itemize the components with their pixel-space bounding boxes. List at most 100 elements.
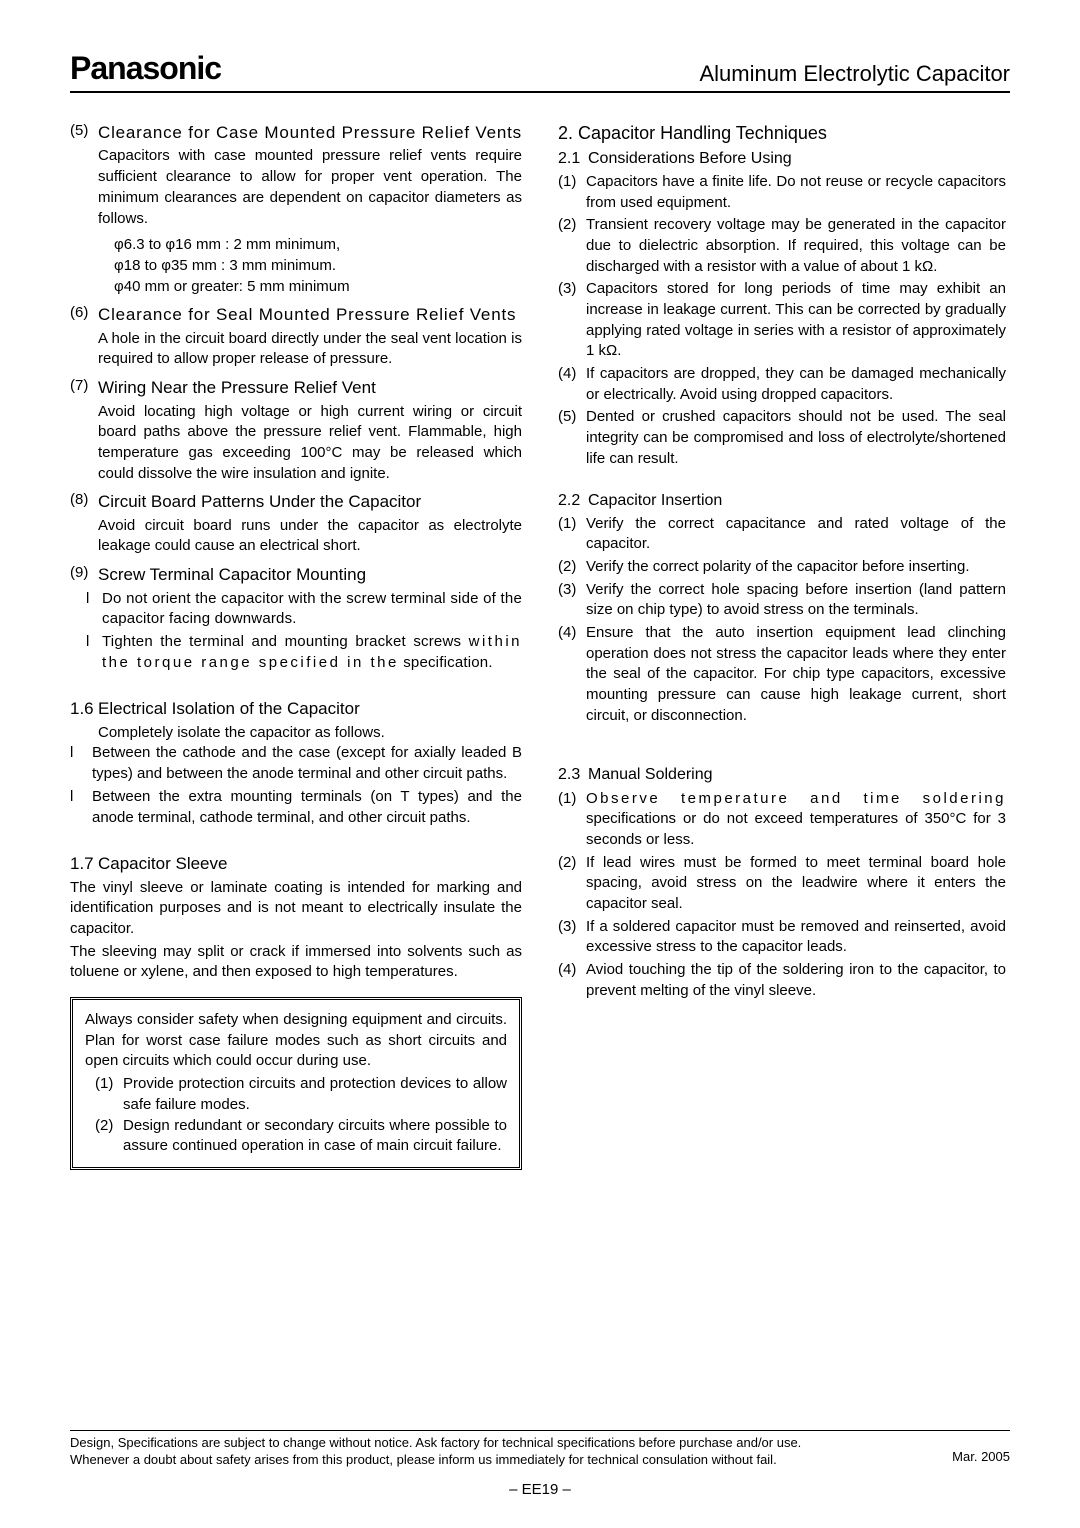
item-2-3-2: (2) If lead wires must be formed to meet… xyxy=(558,853,1010,915)
item-num: (4) xyxy=(558,623,586,726)
section-1-6-intro: Completely isolate the capacitor as foll… xyxy=(70,723,522,744)
item-text-b: specifications or do not exceed temperat… xyxy=(586,810,1006,848)
item-text: If a soldered capacitor must be removed … xyxy=(586,917,1010,958)
item-2-1-5: (5) Dented or crushed capacitors should … xyxy=(558,407,1010,469)
section-2-1-num: 2.1 xyxy=(558,148,588,170)
section-2-num: 2. xyxy=(558,123,573,143)
section-7-num: (7) xyxy=(70,376,98,399)
item-num: (4) xyxy=(558,364,586,405)
item-num: (3) xyxy=(558,917,586,958)
safety-box: Always consider safety when designing eq… xyxy=(70,997,522,1170)
document-title: Aluminum Electrolytic Capacitor xyxy=(699,61,1010,87)
clearance-1: φ6.3 to φ16 mm : 2 mm minimum, xyxy=(114,235,522,256)
footer-line-2: Whenever a doubt about safety arises fro… xyxy=(70,1452,777,1467)
section-7-body: Avoid locating high voltage or high curr… xyxy=(70,402,522,485)
footer-line: Design, Specifications are subject to ch… xyxy=(70,1430,1010,1469)
section-2-3-num: 2.3 xyxy=(558,764,588,786)
section-2-2-heading: 2.2 Capacitor Insertion xyxy=(558,490,1010,512)
section-6-heading: (6) Clearance for Seal Mounted Pressure … xyxy=(70,303,522,326)
list-marker: l xyxy=(70,743,92,784)
section-1-6-title: Electrical Isolation of the Capacitor xyxy=(98,697,360,720)
bullet-text: Tighten the terminal and mounting bracke… xyxy=(102,632,522,673)
item-text: Verify the correct capacitance and rated… xyxy=(586,514,1010,555)
item-num: (5) xyxy=(558,407,586,469)
item-2-2-4: (4) Ensure that the auto insertion equip… xyxy=(558,623,1010,726)
item-text-a: Observe temperature and time soldering xyxy=(586,790,1006,807)
bullet-text: Do not orient the capacitor with the scr… xyxy=(102,589,522,630)
section-2-title: Capacitor Handling Techniques xyxy=(578,123,827,143)
clearance-3: φ40 mm or greater: 5 mm minimum xyxy=(114,277,522,298)
section-8-title: Circuit Board Patterns Under the Capacit… xyxy=(98,490,421,513)
item-2-2-3: (3) Verify the correct hole spacing befo… xyxy=(558,580,1010,621)
item-text: Transient recovery voltage may be genera… xyxy=(586,215,1010,277)
bullet-text-c: specification. xyxy=(399,654,493,671)
item-2-3-3: (3) If a soldered capacitor must be remo… xyxy=(558,917,1010,958)
item-num: (3) xyxy=(558,580,586,621)
section-5-title: Clearance for Case Mounted Pressure Reli… xyxy=(98,121,522,144)
section-9-bullet-1: l Do not orient the capacitor with the s… xyxy=(70,589,522,630)
section-5-num: (5) xyxy=(70,121,98,144)
item-num: (1) xyxy=(558,789,586,851)
safety-item-2: (2) Design redundant or secondary circui… xyxy=(85,1116,507,1157)
item-text: Capacitors stored for long periods of ti… xyxy=(586,279,1010,362)
safety-item-1: (1) Provide protection circuits and prot… xyxy=(85,1074,507,1115)
item-num: (1) xyxy=(558,172,586,213)
section-2-1-heading: 2.1 Considerations Before Using xyxy=(558,148,1010,170)
item-text: Observe temperature and time soldering s… xyxy=(586,789,1010,851)
section-1-6-item-2: l Between the extra mounting terminals (… xyxy=(70,787,522,828)
section-1-7-p1: The vinyl sleeve or laminate coating is … xyxy=(70,878,522,940)
list-marker: l xyxy=(70,787,92,828)
item-text: Verify the correct polarity of the capac… xyxy=(586,557,1010,578)
item-2-1-1: (1) Capacitors have a finite life. Do no… xyxy=(558,172,1010,213)
footer-disclaimer: Design, Specifications are subject to ch… xyxy=(70,1435,936,1469)
section-2-2-num: 2.2 xyxy=(558,490,588,512)
brand-logo: Panasonic xyxy=(70,50,221,87)
safety-intro: Always consider safety when designing eq… xyxy=(85,1010,507,1072)
section-5-heading: (5) Clearance for Case Mounted Pressure … xyxy=(70,121,522,144)
item-2-1-2: (2) Transient recovery voltage may be ge… xyxy=(558,215,1010,277)
item-num: (1) xyxy=(558,514,586,555)
bullet-icon: l xyxy=(86,589,102,630)
section-7-heading: (7) Wiring Near the Pressure Relief Vent xyxy=(70,376,522,399)
item-2-3-1: (1) Observe temperature and time solderi… xyxy=(558,789,1010,851)
item-text: Ensure that the auto insertion equipment… xyxy=(586,623,1010,726)
section-6-body: A hole in the circuit board directly und… xyxy=(70,329,522,370)
item-text: Capacitors have a finite life. Do not re… xyxy=(586,172,1010,213)
item-text: If lead wires must be formed to meet ter… xyxy=(586,853,1010,915)
section-7-title: Wiring Near the Pressure Relief Vent xyxy=(98,376,376,399)
item-2-2-2: (2) Verify the correct polarity of the c… xyxy=(558,557,1010,578)
bullet-text-a: Tighten the terminal and mounting bracke… xyxy=(102,633,469,650)
item-num: (4) xyxy=(558,960,586,1001)
item-text: Aviod touching the tip of the soldering … xyxy=(586,960,1010,1001)
item-2-1-3: (3) Capacitors stored for long periods o… xyxy=(558,279,1010,362)
section-2-3-title: Manual Soldering xyxy=(588,764,713,786)
item-text: Dented or crushed capacitors should not … xyxy=(586,407,1010,469)
right-column: 2. Capacitor Handling Techniques 2.1 Con… xyxy=(558,121,1010,1170)
safety-item-text: Provide protection circuits and protecti… xyxy=(123,1074,507,1115)
section-1-6-heading: 1.6 Electrical Isolation of the Capacito… xyxy=(70,697,522,720)
section-2-3-heading: 2.3 Manual Soldering xyxy=(558,764,1010,786)
section-5-clearances: φ6.3 to φ16 mm : 2 mm minimum, φ18 to φ3… xyxy=(70,235,522,297)
section-2-1-title: Considerations Before Using xyxy=(588,148,792,170)
section-9-num: (9) xyxy=(70,563,98,586)
item-text: If capacitors are dropped, they can be d… xyxy=(586,364,1010,405)
page-header: Panasonic Aluminum Electrolytic Capacito… xyxy=(70,50,1010,93)
item-num: (3) xyxy=(558,279,586,362)
section-9-bullet-2: l Tighten the terminal and mounting brac… xyxy=(70,632,522,673)
section-8-body: Avoid circuit board runs under the capac… xyxy=(70,516,522,557)
footer-date: Mar. 2005 xyxy=(936,1435,1010,1464)
section-1-6-item-1: l Between the cathode and the case (exce… xyxy=(70,743,522,784)
section-9-title: Screw Terminal Capacitor Mounting xyxy=(98,563,366,586)
content-columns: (5) Clearance for Case Mounted Pressure … xyxy=(70,121,1010,1170)
section-1-6-num: 1.6 xyxy=(70,697,98,720)
list-text: Between the extra mounting terminals (on… xyxy=(92,787,522,828)
section-1-7-heading: 1.7 Capacitor Sleeve xyxy=(70,852,522,875)
section-1-7-num: 1.7 xyxy=(70,852,98,875)
item-text: Verify the correct hole spacing before i… xyxy=(586,580,1010,621)
section-2-heading: 2. Capacitor Handling Techniques xyxy=(558,121,1010,146)
section-2-2-title: Capacitor Insertion xyxy=(588,490,722,512)
safety-item-num: (1) xyxy=(95,1074,123,1115)
item-2-2-1: (1) Verify the correct capacitance and r… xyxy=(558,514,1010,555)
section-8-num: (8) xyxy=(70,490,98,513)
safety-item-text: Design redundant or secondary circuits w… xyxy=(123,1116,507,1157)
